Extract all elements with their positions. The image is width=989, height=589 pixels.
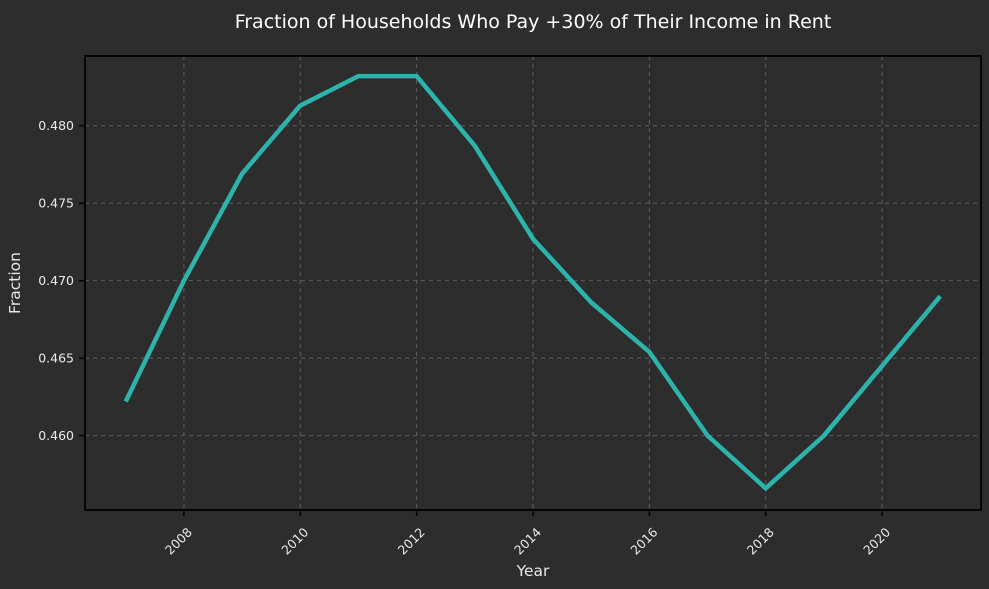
y-tick-label: 0.465 [38,351,74,366]
data-line-fraction-paying-over-30-percent [123,73,943,491]
y-tick-label: 0.460 [38,428,74,443]
series-layer [123,73,943,491]
tick-layer [79,124,883,516]
x-axis-label: Year [516,562,550,580]
y-axis-label: Fraction [6,252,24,314]
chart-title: Fraction of Households Who Pay +30% of T… [235,11,832,33]
grid-layer [85,56,981,510]
y-tick-label: 0.470 [38,273,74,288]
y-tick-label: 0.480 [38,118,74,133]
y-tick-label: 0.475 [38,196,74,211]
